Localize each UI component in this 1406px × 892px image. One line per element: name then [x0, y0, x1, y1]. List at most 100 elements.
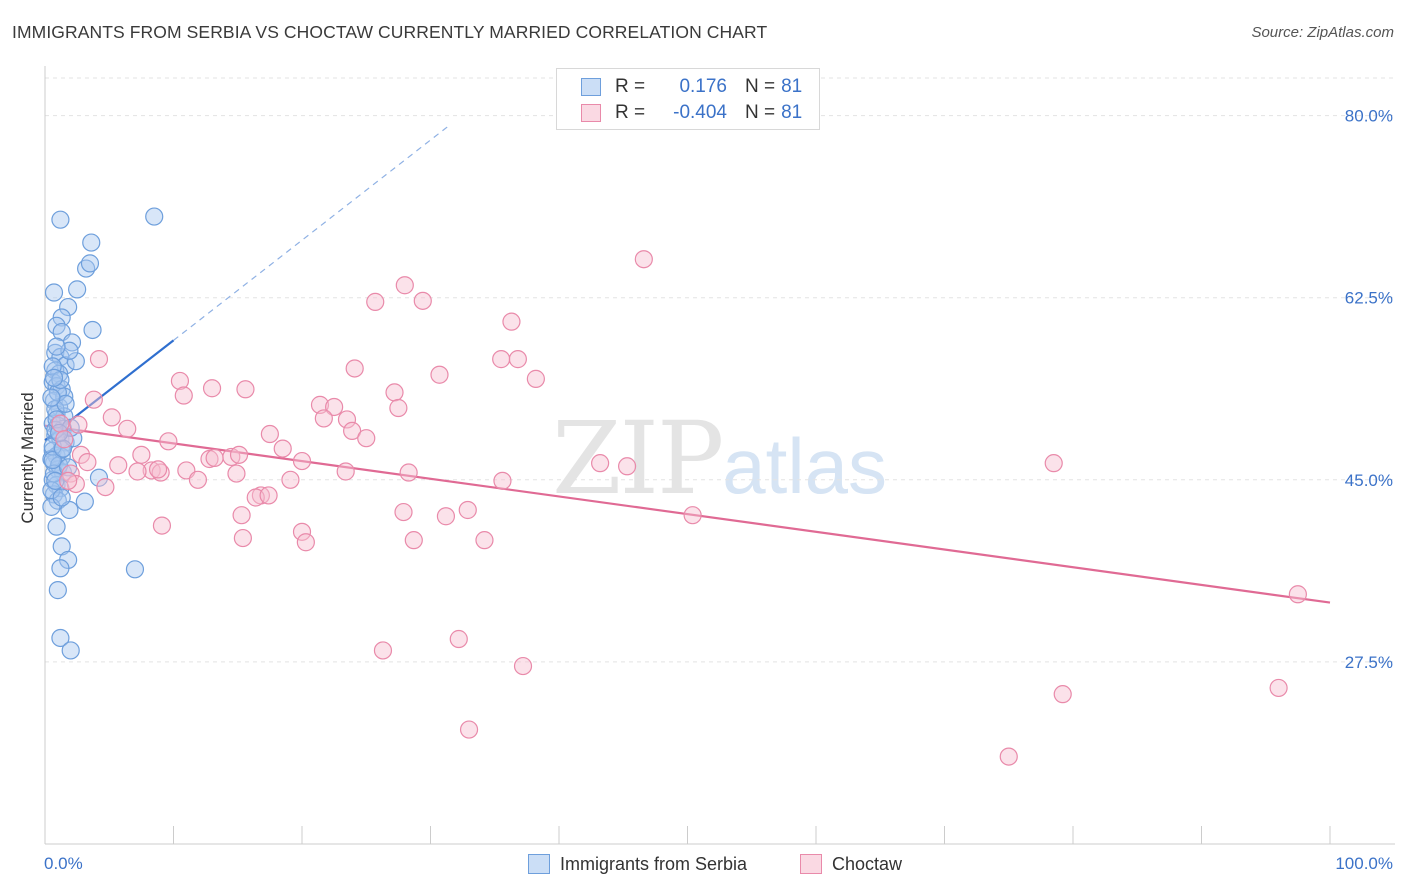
choctaw-point: [61, 464, 80, 483]
choctaw-point: [281, 470, 300, 489]
serbia-point: [68, 280, 87, 299]
choctaw-point: [84, 390, 103, 409]
choctaw-point: [78, 453, 97, 472]
watermark-atlas: atlas: [722, 422, 888, 510]
choctaw-point: [232, 506, 251, 525]
choctaw-point: [89, 350, 109, 369]
series-swatch-choctaw: [800, 854, 822, 874]
choctaw-point: [373, 641, 393, 660]
chart-source: Source: ZipAtlas.com: [1251, 24, 1394, 41]
y-tick-label: 27.5%: [1345, 653, 1393, 672]
legend-r-label: R =: [615, 76, 646, 97]
serbia-point: [43, 450, 62, 470]
choctaw-point: [337, 410, 357, 429]
choctaw-point: [413, 291, 432, 310]
correlation-legend: R = 0.176 N = 81 R = -0.404 N = 81: [556, 68, 820, 130]
choctaw-point: [430, 365, 449, 384]
series-legend-serbia[interactable]: Immigrants from Serbia: [528, 850, 747, 878]
choctaw-point: [325, 397, 344, 417]
serbia-point: [44, 368, 64, 387]
choctaw-point: [502, 312, 521, 331]
choctaw-point: [229, 445, 249, 464]
choctaw-point: [366, 292, 385, 311]
grid-lines: [45, 77, 1395, 663]
choctaw-point: [59, 471, 78, 490]
choctaw-point: [233, 528, 252, 548]
choctaw-point: [296, 533, 315, 552]
choctaw-point: [273, 439, 292, 458]
legend-n-label: N =: [745, 76, 776, 97]
choctaw-point: [357, 429, 376, 448]
choctaw-point: [399, 463, 418, 482]
choctaw-point: [345, 359, 364, 378]
choctaw-point: [236, 380, 255, 399]
choctaw-point: [475, 531, 494, 550]
choctaw-point: [51, 414, 70, 433]
choctaw-point: [260, 424, 279, 444]
legend-r-label: R =: [615, 102, 646, 123]
watermark-zip: ZIP: [552, 400, 724, 517]
legend-swatch-choctaw: [581, 104, 601, 122]
series-legend-choctaw[interactable]: Choctaw: [800, 850, 902, 878]
choctaw-point: [1053, 685, 1072, 704]
y-tick-label: 45.0%: [1345, 471, 1393, 490]
choctaw-point: [69, 415, 88, 434]
y-axis-label: Currently Married: [18, 392, 37, 524]
serbia-point: [125, 560, 145, 579]
choctaw-point: [259, 486, 278, 505]
choctaw-point: [493, 471, 512, 490]
series-label-serbia: Immigrants from Serbia: [560, 853, 748, 874]
choctaw-point: [310, 395, 330, 414]
legend-swatch-serbia: [581, 78, 601, 96]
serbia-point: [89, 468, 109, 487]
choctaw-point: [151, 463, 170, 482]
choctaw-point: [526, 369, 545, 388]
watermark: ZIPatlas: [552, 400, 887, 517]
choctaw-point: [170, 371, 190, 391]
x-tick-label: 100.0%: [1335, 854, 1393, 873]
y-tick-label: 80.0%: [1345, 107, 1393, 126]
serbia-point: [145, 207, 164, 226]
serbia-point: [46, 471, 65, 490]
choctaw-point: [336, 462, 355, 481]
choctaw-point: [618, 457, 637, 476]
serbia-trend-extension: [173, 125, 449, 341]
serbia-point: [47, 517, 66, 536]
serbia-point: [51, 628, 70, 648]
choctaw-point: [71, 445, 91, 464]
serbia-point: [52, 488, 71, 507]
choctaw-point: [591, 454, 610, 473]
series-swatch-serbia: [528, 854, 550, 874]
choctaw-trend-line: [44, 424, 1331, 604]
serbia-point: [75, 492, 94, 511]
choctaw-point: [394, 502, 413, 522]
choctaw-point: [152, 516, 172, 535]
serbia-point: [51, 559, 70, 578]
choctaw-point: [159, 432, 178, 451]
choctaw-point: [202, 379, 222, 398]
serbia-point: [51, 210, 70, 229]
serbia-point: [61, 641, 80, 660]
choctaw-point: [508, 350, 527, 369]
legend-row-choctaw: R = -0.404 N = 81: [581, 100, 802, 126]
choctaw-point: [55, 430, 74, 449]
choctaw-point: [109, 456, 128, 475]
legend-n-value: 81: [781, 102, 803, 123]
legend-r-value: -0.404: [673, 102, 727, 123]
choctaw-point: [96, 477, 115, 497]
choctaw-point: [436, 507, 456, 526]
serbia-point: [47, 337, 66, 356]
serbia-point: [82, 233, 101, 252]
series-label-choctaw: Choctaw: [832, 853, 903, 874]
choctaw-point: [227, 464, 246, 483]
serbia-point: [42, 388, 61, 407]
choctaw-point: [683, 506, 702, 525]
choctaw-point: [1044, 454, 1063, 473]
choctaw-point: [404, 531, 423, 550]
serbia-point: [83, 320, 102, 340]
tick-labels: 27.5% 45.0% 62.5% 80.0% 0.0% 100.0%: [44, 107, 1393, 873]
choctaw-point: [1269, 678, 1288, 698]
legend-n-value: 81: [781, 76, 803, 97]
legend-row-serbia: R = 0.176 N = 81: [581, 74, 802, 100]
